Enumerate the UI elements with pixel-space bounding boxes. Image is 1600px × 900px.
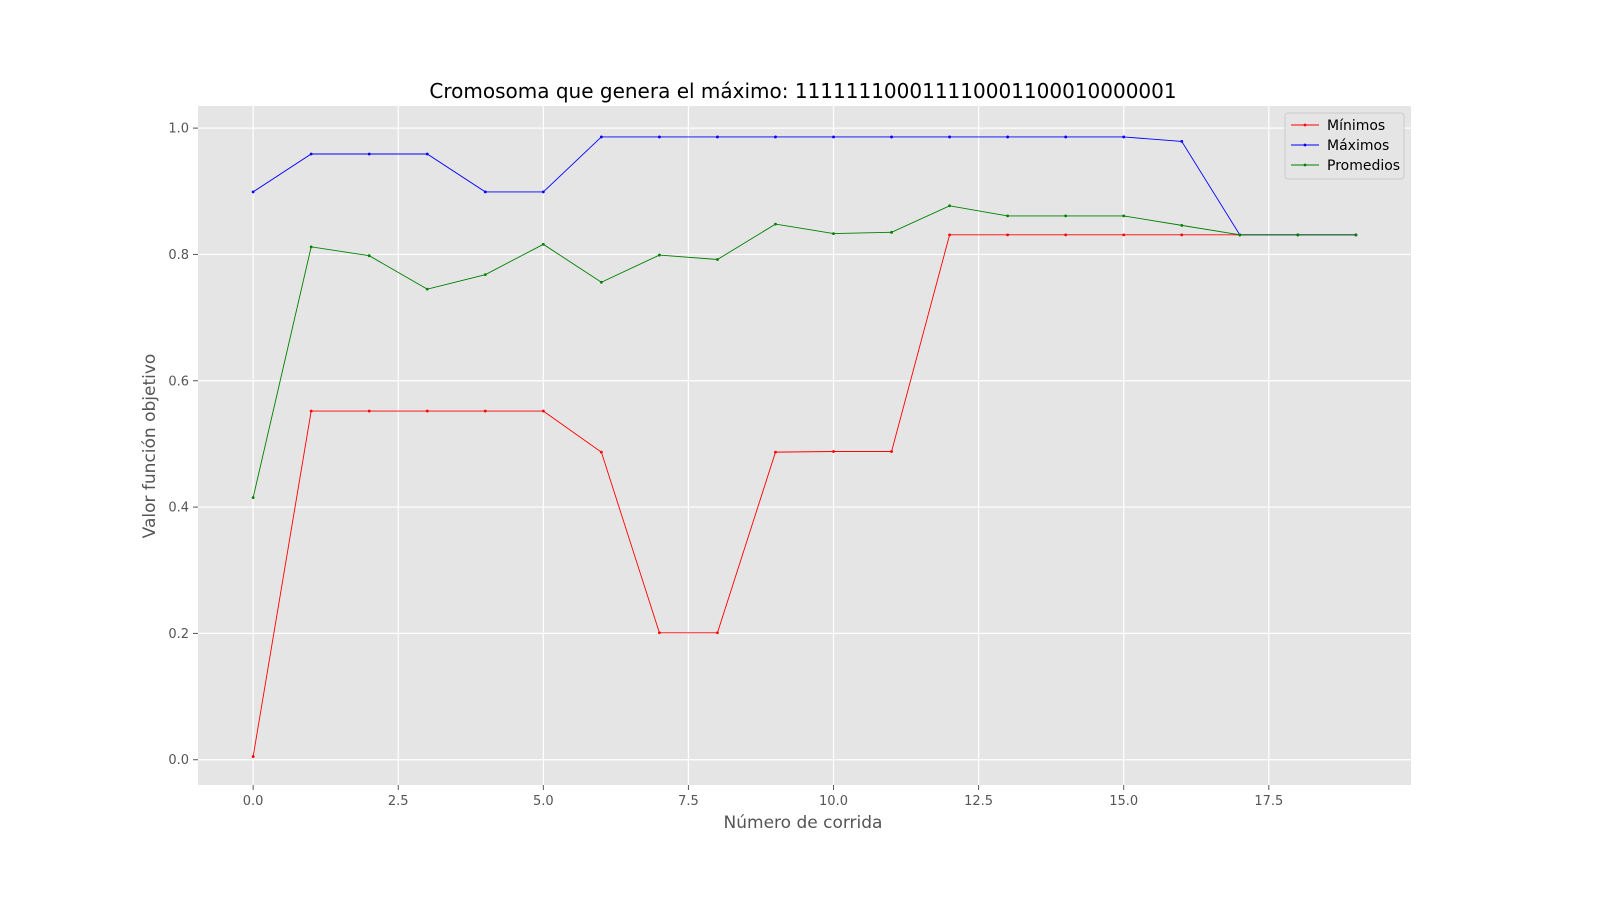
legend-label-maximos: Máximos: [1327, 138, 1389, 154]
data-point-maximos: [890, 135, 893, 139]
data-point-minimos: [599, 450, 603, 454]
data-point-promedios: [890, 230, 893, 234]
data-point-maximos: [367, 152, 371, 156]
data-point-minimos: [251, 755, 255, 758]
data-point-promedios: [425, 287, 429, 291]
data-point-minimos: [367, 409, 371, 413]
data-point-minimos: [309, 409, 313, 413]
series-line-minimos: [252, 234, 1356, 757]
legend-marker-promedios: [1303, 163, 1307, 167]
legend-label-minimos: Mínimos: [1327, 118, 1385, 134]
y-tick-label: 1.0: [168, 122, 189, 137]
x-tick-label: 12.5: [964, 794, 993, 809]
data-point-promedios: [658, 253, 661, 257]
x-tick-label: 0.0: [243, 794, 264, 809]
data-point-promedios: [599, 280, 603, 284]
x-tick-label: 15.0: [1109, 794, 1138, 809]
data-point-minimos: [890, 450, 893, 453]
data-point-promedios: [1122, 214, 1126, 218]
data-point-minimos: [832, 450, 835, 453]
chart-title: Cromosoma que genera el máximo: 11111110…: [429, 79, 1176, 103]
data-point-minimos: [1006, 233, 1010, 237]
grid: [198, 106, 1411, 785]
data-point-maximos: [251, 190, 255, 194]
data-point-minimos: [658, 631, 661, 635]
y-tick-label: 0.4: [168, 501, 189, 516]
data-point-maximos: [1122, 135, 1126, 139]
series-line-maximos: [252, 136, 1356, 236]
data-point-maximos: [309, 152, 313, 156]
y-tick-label: 0.0: [168, 753, 189, 768]
legend-marker-minimos: [1303, 123, 1307, 127]
legend-marker-maximos: [1303, 143, 1307, 147]
data-point-maximos: [1064, 135, 1068, 139]
y-axis-ticks: 0.0 0.2 0.4 0.6 0.8 1.0: [168, 122, 198, 768]
plot-area: [198, 106, 1411, 785]
data-point-minimos: [1180, 233, 1184, 237]
data-point-maximos: [774, 135, 777, 139]
x-tick-label: 10.0: [819, 794, 848, 809]
x-tick-label: 2.5: [388, 794, 409, 809]
data-point-maximos: [1180, 139, 1184, 143]
data-point-minimos: [541, 409, 545, 413]
data-point-promedios: [541, 242, 545, 246]
data-point-minimos: [483, 409, 487, 413]
data-point-maximos: [425, 152, 429, 156]
x-tick-label: 17.5: [1254, 794, 1283, 809]
data-point-promedios: [948, 204, 951, 208]
x-axis-ticks: 0.0 2.5 5.0 7.5 10.0 12.5 15.0 17.5: [243, 785, 1283, 809]
y-tick-label: 0.6: [168, 374, 189, 389]
y-tick-label: 0.8: [168, 248, 189, 263]
data-point-maximos: [483, 190, 487, 194]
data-point-minimos: [425, 409, 429, 413]
legend-label-promedios: Promedios: [1327, 158, 1400, 174]
data-point-maximos: [541, 190, 545, 194]
series-lines: [251, 135, 1358, 758]
data-point-promedios: [774, 222, 777, 226]
data-point-minimos: [948, 233, 951, 237]
data-point-maximos: [599, 135, 603, 139]
data-point-promedios: [1296, 233, 1300, 237]
y-axis-label: Valor función objetivo: [140, 354, 160, 539]
x-axis-label: Número de corrida: [724, 813, 883, 833]
data-point-promedios: [1238, 233, 1242, 237]
series-line-promedios: [252, 205, 1356, 498]
data-point-promedios: [309, 245, 313, 249]
data-point-promedios: [367, 254, 371, 258]
data-point-promedios: [483, 273, 487, 277]
data-point-promedios: [1180, 223, 1184, 227]
legend: Mínimos Máximos Promedios: [1284, 112, 1405, 180]
data-point-promedios: [1006, 214, 1010, 218]
data-point-promedios: [716, 258, 719, 261]
data-point-minimos: [774, 450, 777, 454]
data-point-maximos: [948, 135, 951, 139]
legend-box: [1284, 112, 1405, 180]
data-point-minimos: [1064, 233, 1068, 237]
data-point-promedios: [832, 232, 835, 235]
data-point-maximos: [716, 135, 719, 139]
x-tick-label: 5.0: [533, 794, 554, 809]
data-point-promedios: [251, 496, 255, 500]
data-point-minimos: [1122, 233, 1126, 237]
data-point-promedios: [1064, 214, 1068, 218]
data-point-maximos: [832, 135, 835, 139]
data-point-maximos: [658, 135, 661, 139]
data-point-maximos: [1006, 135, 1010, 139]
y-tick-label: 0.2: [168, 627, 189, 642]
data-point-promedios: [1354, 233, 1358, 237]
x-tick-label: 7.5: [678, 794, 699, 809]
data-point-minimos: [716, 631, 719, 635]
